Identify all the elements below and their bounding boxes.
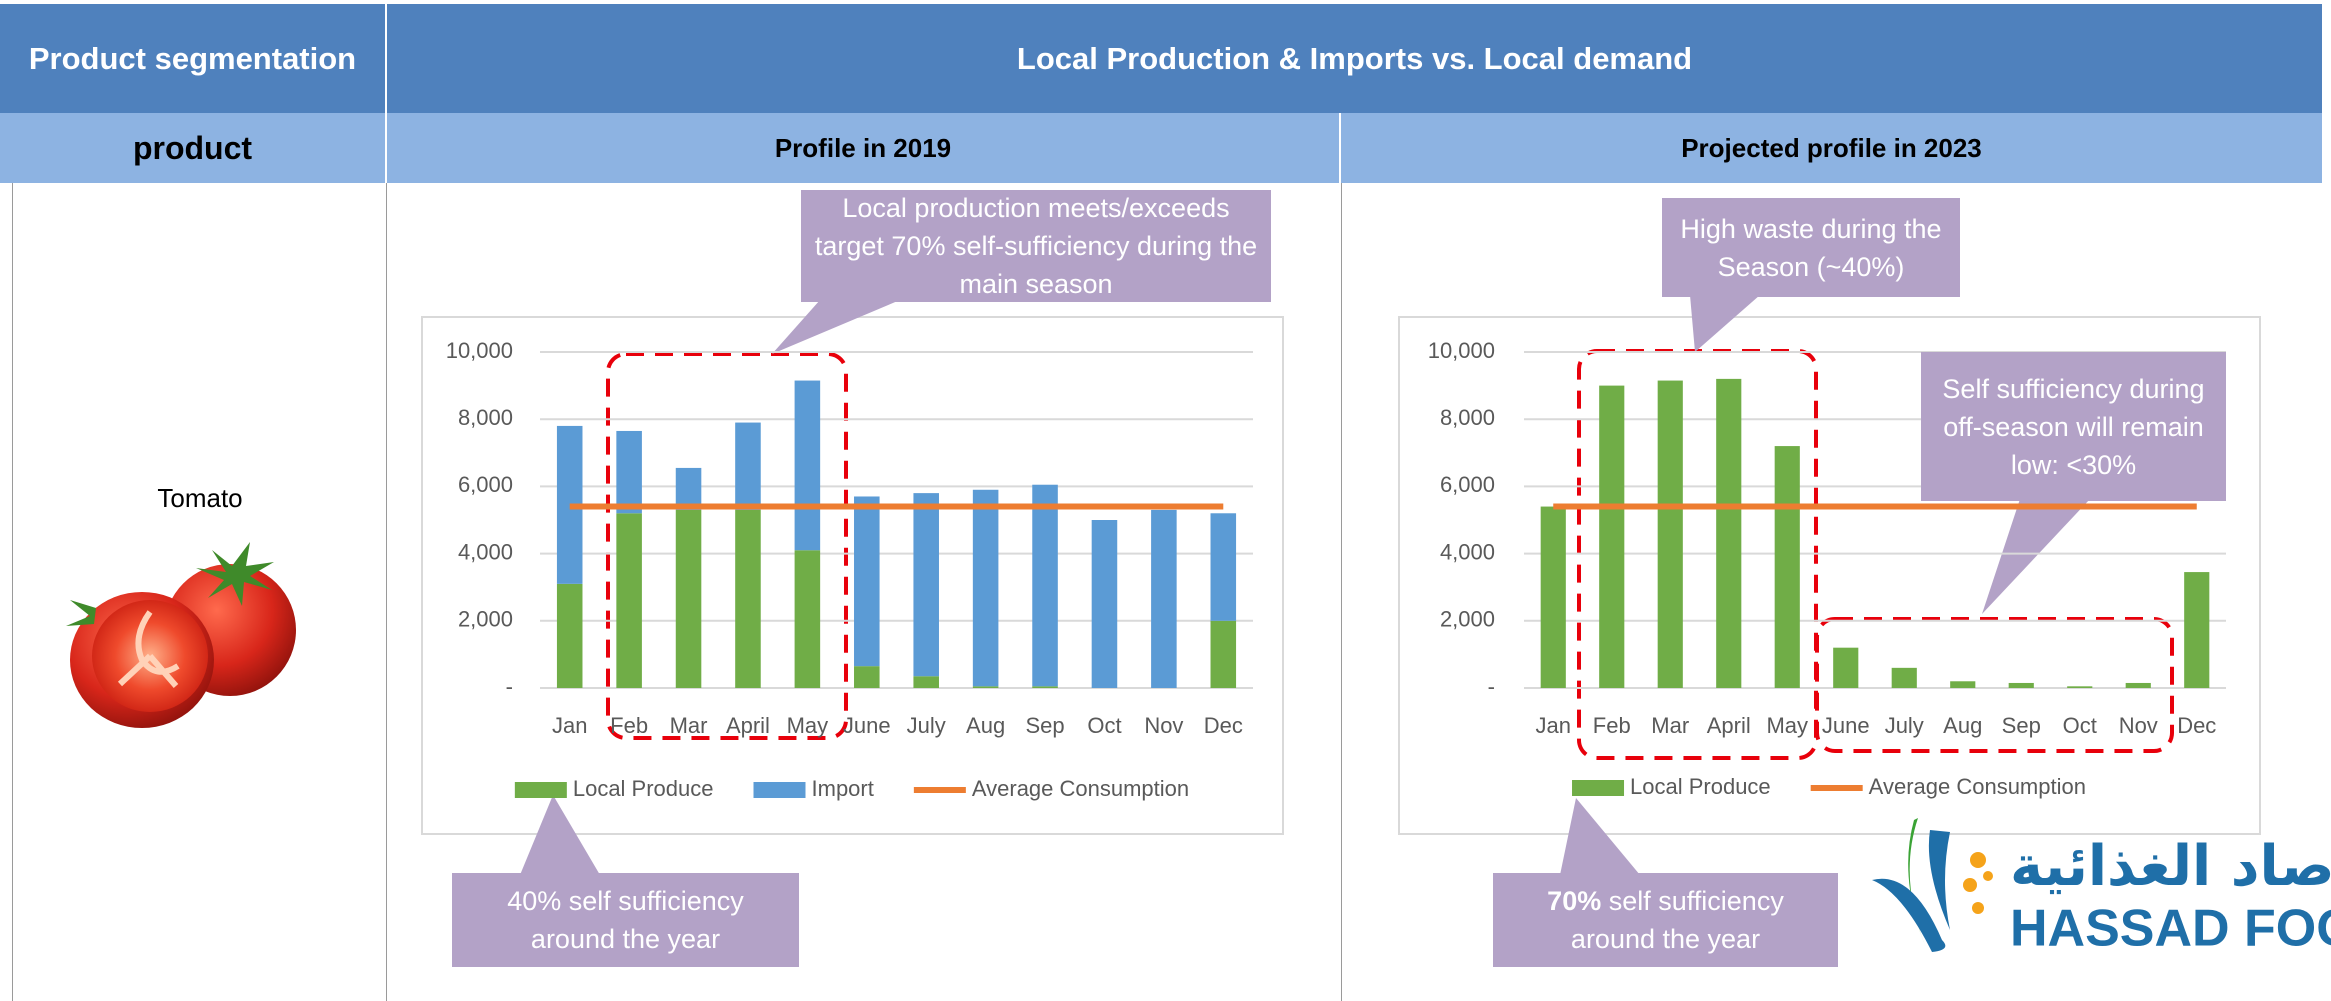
x-tick-label: Aug xyxy=(966,713,1005,738)
x-tick-label: April xyxy=(726,713,770,738)
x-tick-label: Dec xyxy=(1204,713,1243,738)
bar xyxy=(557,584,583,688)
y-tick-label: 2,000 xyxy=(458,607,513,632)
bar xyxy=(795,381,821,551)
bar xyxy=(854,666,880,688)
bar xyxy=(1599,386,1624,688)
x-tick-label: July xyxy=(1885,713,1924,738)
logo-arabic: صاد الغذائية xyxy=(2010,834,2331,899)
callout: 40% self sufficiency around the year xyxy=(452,873,799,967)
callout: High waste during the Season (~40%) xyxy=(1662,198,1960,297)
bar xyxy=(1892,668,1917,688)
logo: صاد الغذائية HASSAD FOO xyxy=(1872,818,2331,958)
bar xyxy=(1032,686,1058,688)
x-tick-label: June xyxy=(843,713,891,738)
bar xyxy=(735,423,761,510)
x-tick-label: July xyxy=(907,713,946,738)
bar xyxy=(1541,507,1566,688)
x-tick-label: Aug xyxy=(1943,713,1982,738)
x-tick-label: Feb xyxy=(1593,713,1631,738)
x-tick-label: Feb xyxy=(610,713,648,738)
y-tick-label: - xyxy=(1488,674,1495,699)
bar xyxy=(1092,520,1118,688)
x-tick-label: Dec xyxy=(2177,713,2216,738)
legend: Local Produce Import Average Consumption xyxy=(515,776,1189,801)
y-tick-label: 10,000 xyxy=(1428,338,1495,363)
bar xyxy=(795,550,821,688)
logo-latin: HASSAD FOO xyxy=(2010,900,2331,958)
bar xyxy=(1658,381,1683,688)
legend-label: Local Produce xyxy=(573,776,714,801)
bar xyxy=(1211,513,1237,621)
bar xyxy=(2184,572,2209,688)
bar xyxy=(973,686,999,688)
bar xyxy=(1833,648,1858,688)
x-tick-label: May xyxy=(787,713,829,738)
legend-label: Import xyxy=(812,776,874,801)
x-tick-label: Nov xyxy=(2119,713,2158,738)
x-tick-label: May xyxy=(1766,713,1808,738)
bar xyxy=(1775,446,1800,688)
bar xyxy=(1151,510,1177,688)
bar xyxy=(913,676,939,688)
x-tick-label: Mar xyxy=(1651,713,1689,738)
x-tick-label: Sep xyxy=(2002,713,2041,738)
bar xyxy=(616,431,642,513)
legend-label: Local Produce xyxy=(1630,774,1771,799)
legend-label: Average Consumption xyxy=(972,776,1189,801)
x-tick-label: Oct xyxy=(2063,713,2097,738)
y-tick-label: 6,000 xyxy=(458,472,513,497)
bar xyxy=(1950,681,1975,688)
x-tick-label: Jan xyxy=(1536,713,1571,738)
y-tick-label: 4,000 xyxy=(1440,539,1495,564)
callout: Self sufficiency during off-season will … xyxy=(1921,352,2226,501)
y-tick-label: 8,000 xyxy=(458,405,513,430)
bar xyxy=(913,493,939,676)
x-tick-label: Mar xyxy=(670,713,708,738)
tomato-image xyxy=(66,542,296,728)
x-tick-label: Nov xyxy=(1144,713,1183,738)
callout-emphasis: 70% xyxy=(1547,886,1601,916)
x-tick-label: April xyxy=(1707,713,1751,738)
y-tick-label: 4,000 xyxy=(458,539,513,564)
bar xyxy=(1032,485,1058,687)
bar xyxy=(1716,379,1741,688)
callout: Local production meets/exceeds target 70… xyxy=(801,190,1271,302)
slide: Product segmentation Local Production & … xyxy=(0,0,2331,1001)
legend-label: Average Consumption xyxy=(1869,774,2086,799)
x-tick-label: Oct xyxy=(1087,713,1121,738)
callout-text: self sufficiency around the year xyxy=(1571,886,1784,954)
bar xyxy=(676,510,702,688)
y-tick-label: 6,000 xyxy=(1440,472,1495,497)
y-tick-label: 10,000 xyxy=(446,338,513,363)
y-tick-label: 2,000 xyxy=(1440,607,1495,632)
x-tick-label: June xyxy=(1822,713,1870,738)
y-tick-label: 8,000 xyxy=(1440,405,1495,430)
bar xyxy=(1211,621,1237,688)
legend-swatch xyxy=(1572,780,1624,796)
bar xyxy=(616,513,642,688)
legend-swatch xyxy=(754,782,806,798)
bar xyxy=(735,510,761,688)
y-tick-label: - xyxy=(506,674,513,699)
x-tick-label: Jan xyxy=(552,713,587,738)
bar xyxy=(2126,683,2151,688)
bar xyxy=(973,490,999,687)
legend-swatch xyxy=(515,782,567,798)
bar xyxy=(2067,686,2092,688)
bar xyxy=(2009,683,2034,688)
x-tick-label: Sep xyxy=(1025,713,1064,738)
bar xyxy=(854,496,880,666)
callout: 70% self sufficiency around the year xyxy=(1493,873,1838,967)
